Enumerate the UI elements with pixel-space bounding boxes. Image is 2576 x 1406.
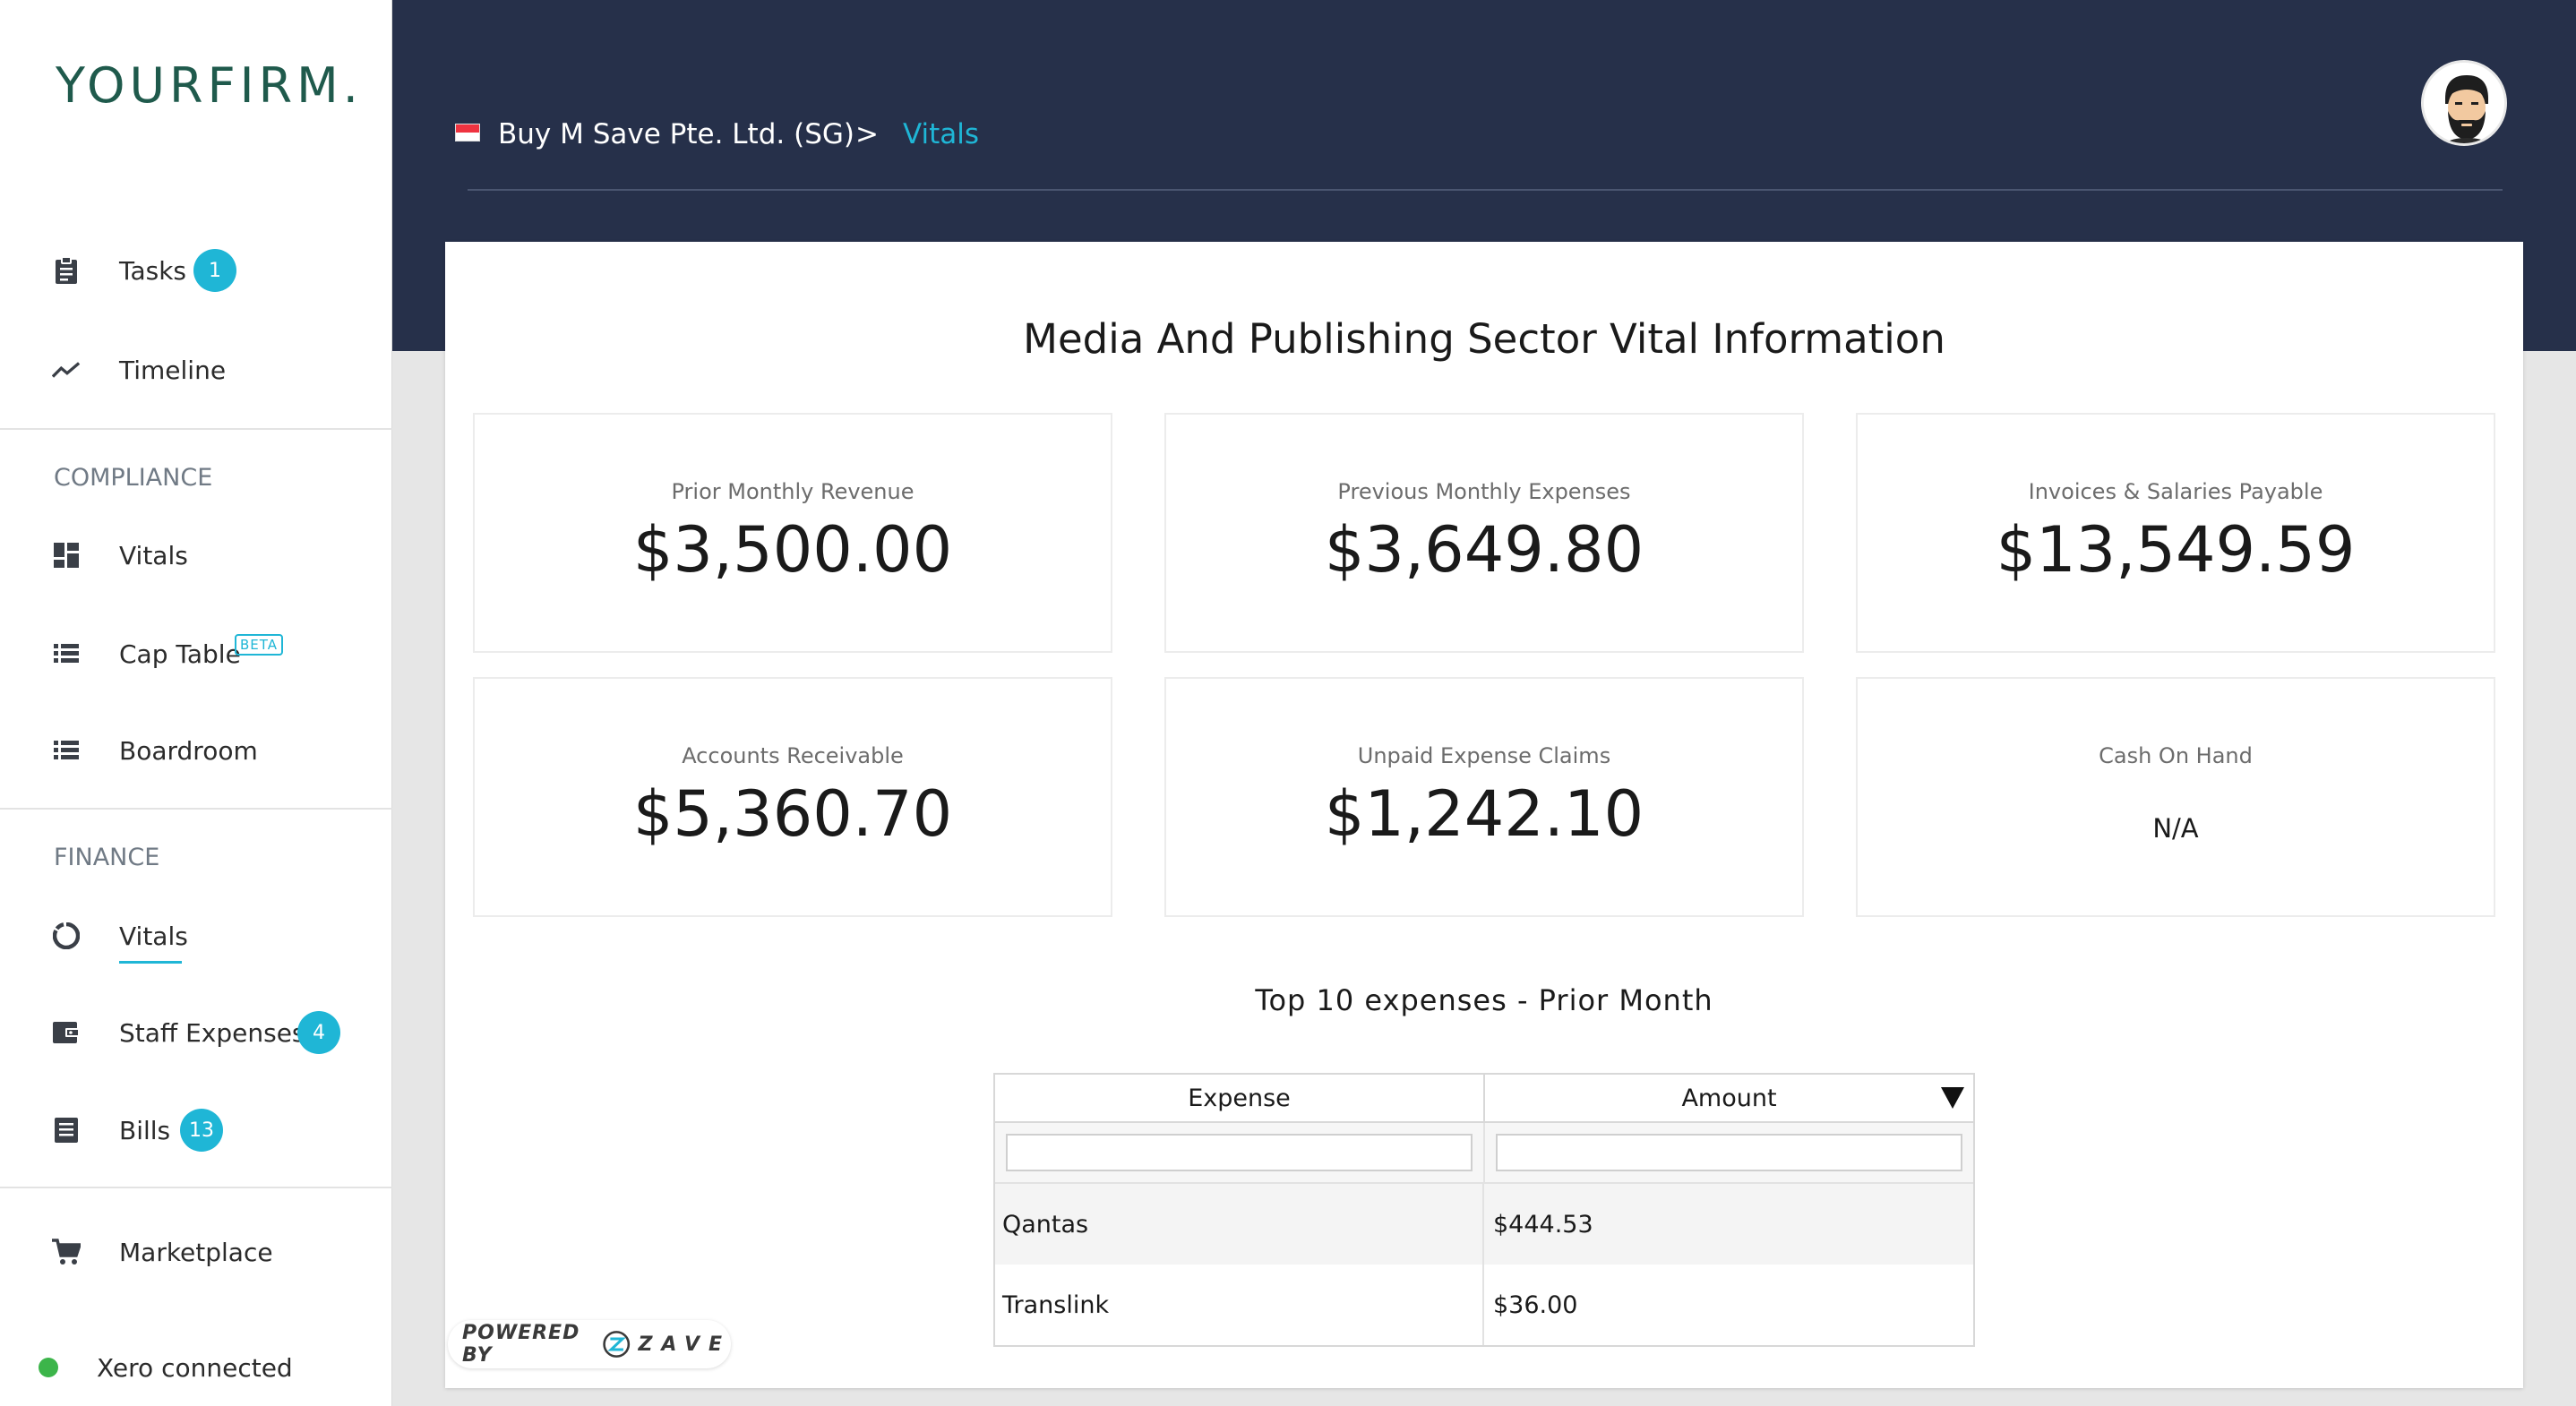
metric-label: Prior Monthly Revenue xyxy=(671,479,914,504)
sidebar-item-label: Boardroom xyxy=(119,735,258,766)
metric-previous-monthly-expenses: Previous Monthly Expenses $3,649.80 xyxy=(1164,413,1804,653)
firm-logo[interactable]: YOURFIRM. xyxy=(56,57,363,114)
metric-label: Previous Monthly Expenses xyxy=(1337,479,1631,504)
sidebar-item-timeline[interactable]: Timeline xyxy=(0,334,392,406)
header-divider xyxy=(468,189,2503,191)
page-title: Media And Publishing Sector Vital Inform… xyxy=(1023,315,1945,363)
cart-icon xyxy=(52,1238,81,1266)
beta-tag: BETA xyxy=(235,634,284,656)
sidebar-divider xyxy=(0,808,392,810)
sidebar-item-tasks[interactable]: Tasks 1 xyxy=(0,235,392,306)
tasks-count-badge: 1 xyxy=(193,249,236,292)
sidebar-item-label: Cap Table xyxy=(119,639,241,669)
user-avatar[interactable] xyxy=(2421,60,2507,146)
section-heading-finance: FINANCE xyxy=(54,844,160,871)
amount-cell: $444.53 xyxy=(1482,1184,1973,1265)
clipboard-icon xyxy=(52,256,81,285)
amount-cell: $36.00 xyxy=(1482,1265,1973,1345)
sidebar-item-staff-expenses[interactable]: Staff Expenses 4 xyxy=(0,997,392,1068)
sidebar-item-bills[interactable]: Bills 13 xyxy=(0,1094,392,1166)
sidebar-item-label: Bills xyxy=(119,1115,171,1145)
breadcrumb-separator: > xyxy=(855,118,879,150)
staff-expenses-count-badge: 4 xyxy=(297,1011,340,1054)
expense-cell: Translink xyxy=(1002,1290,1110,1319)
expense-filter-input[interactable] xyxy=(1006,1134,1473,1171)
powered-by-zave-badge[interactable]: POWERED BY ZAVE xyxy=(448,1320,731,1368)
sort-descending-icon[interactable] xyxy=(1941,1087,1964,1109)
powered-by-label: POWERED BY xyxy=(462,1322,580,1367)
breadcrumb-company[interactable]: Buy M Save Pte. Ltd. (SG) xyxy=(498,118,854,150)
sidebar-item-compliance-vitals[interactable]: Vitals xyxy=(0,519,392,591)
column-header-expense[interactable]: Expense xyxy=(1188,1084,1291,1112)
sidebar-item-label: Tasks xyxy=(119,255,187,286)
amount-filter-input[interactable] xyxy=(1496,1134,1962,1171)
sidebar-item-finance-vitals[interactable]: Vitals xyxy=(0,900,392,972)
bills-count-badge: 13 xyxy=(180,1109,223,1152)
zave-brand-label: ZAVE xyxy=(638,1333,731,1356)
metric-prior-monthly-revenue: Prior Monthly Revenue $3,500.00 xyxy=(473,413,1112,653)
sidebar-item-label: Marketplace xyxy=(119,1237,273,1267)
metric-cash-on-hand: Cash On Hand N/A xyxy=(1856,677,2495,917)
metric-value: $3,500.00 xyxy=(632,513,953,587)
list-icon xyxy=(52,639,81,668)
connection-status-label: Xero connected xyxy=(97,1352,293,1383)
metric-label: Invoices & Salaries Payable xyxy=(2028,479,2323,504)
list-icon xyxy=(52,736,81,765)
metric-label: Cash On Hand xyxy=(2099,743,2253,768)
bearded-man-avatar-icon xyxy=(2424,63,2504,143)
sidebar: YOURFIRM. Tasks 1 Timeline COMPLIANCE Vi… xyxy=(0,0,392,1406)
sidebar-item-label: Timeline xyxy=(119,355,227,385)
sidebar-item-marketplace[interactable]: Marketplace xyxy=(0,1216,392,1288)
active-indicator xyxy=(119,961,182,964)
singapore-flag-icon xyxy=(455,124,480,141)
metric-value: N/A xyxy=(2152,813,2199,844)
table-header-row: Expense Amount xyxy=(995,1075,1973,1123)
metric-invoices-salaries-payable: Invoices & Salaries Payable $13,549.59 xyxy=(1856,413,2495,653)
sidebar-item-cap-table[interactable]: Cap Table BETA xyxy=(0,618,392,690)
column-header-amount[interactable]: Amount xyxy=(1483,1075,1973,1121)
table-row[interactable]: Qantas $444.53 xyxy=(995,1184,1973,1265)
sidebar-item-label: Staff Expenses xyxy=(119,1017,305,1048)
sidebar-item-boardroom[interactable]: Boardroom xyxy=(0,715,392,786)
metric-label: Accounts Receivable xyxy=(682,743,904,768)
sidebar-item-label: Vitals xyxy=(119,540,188,570)
breadcrumb-current: Vitals xyxy=(903,118,980,150)
trend-line-icon xyxy=(52,356,81,384)
expense-cell: Qantas xyxy=(1002,1210,1089,1239)
top-expenses-table: Expense Amount Qantas $444.53 Translink … xyxy=(993,1073,1975,1347)
zave-logo-icon xyxy=(603,1331,631,1358)
section-heading-compliance: COMPLIANCE xyxy=(54,464,213,492)
sidebar-item-label: Vitals xyxy=(119,921,188,951)
metric-value: $5,360.70 xyxy=(632,777,953,851)
dashboard-icon xyxy=(52,541,81,570)
xero-connection-status: Xero connected xyxy=(0,1332,392,1403)
receipt-icon xyxy=(52,1116,81,1145)
expenses-table-title: Top 10 expenses - Prior Month xyxy=(1255,983,1713,1017)
wallet-icon xyxy=(52,1018,81,1047)
donut-chart-icon xyxy=(52,922,81,950)
vitals-card: Media And Publishing Sector Vital Inform… xyxy=(445,242,2523,1388)
metric-accounts-receivable: Accounts Receivable $5,360.70 xyxy=(473,677,1112,917)
metric-value: $3,649.80 xyxy=(1324,513,1644,587)
metric-label: Unpaid Expense Claims xyxy=(1357,743,1611,768)
metric-value: $13,549.59 xyxy=(1996,513,2356,587)
metric-unpaid-expense-claims: Unpaid Expense Claims $1,242.10 xyxy=(1164,677,1804,917)
sidebar-divider xyxy=(0,428,392,430)
table-row[interactable]: Translink $36.00 xyxy=(995,1265,1973,1345)
connected-status-icon xyxy=(39,1358,58,1377)
sidebar-divider xyxy=(0,1187,392,1188)
table-filter-row xyxy=(995,1123,1973,1184)
metric-value: $1,242.10 xyxy=(1324,777,1644,851)
